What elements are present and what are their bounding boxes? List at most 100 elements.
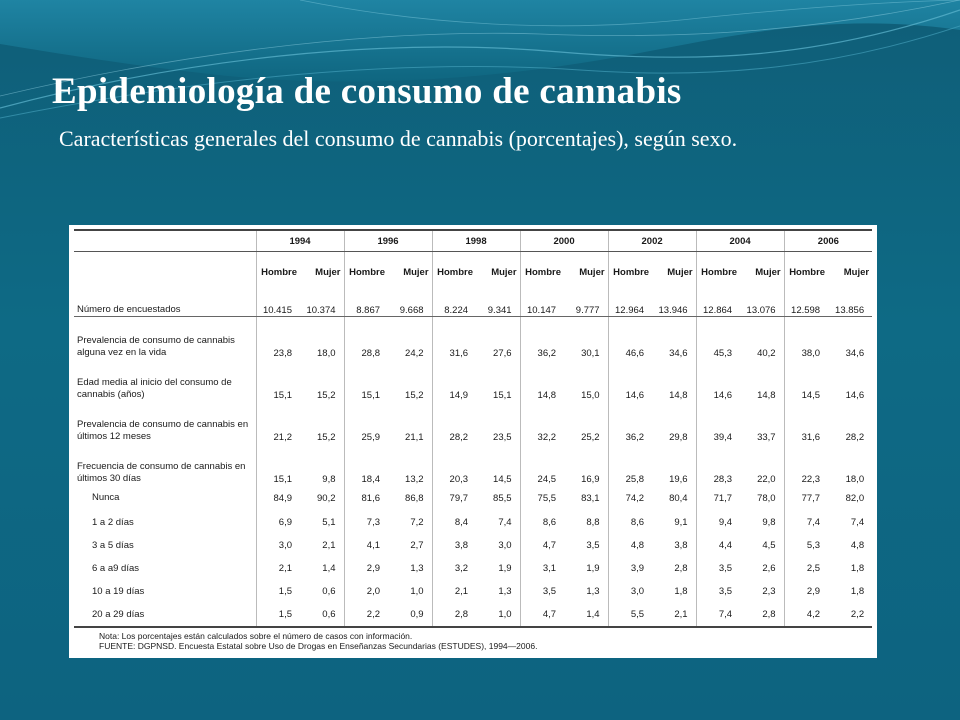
table-cell: 1,4: [564, 603, 609, 628]
table-cell: 1,4: [322, 563, 336, 574]
table-cell: 1,5: [255, 603, 300, 628]
table-cell: 7,4: [498, 517, 512, 528]
table-cell: 2,1: [431, 580, 477, 603]
table-cell: 75,5: [519, 485, 565, 511]
table-cell: 5,1: [322, 517, 336, 528]
table-cell: 3,2: [431, 557, 477, 580]
table-cell: 25,2: [581, 432, 600, 443]
table-cell: 0,9: [388, 603, 433, 628]
table-cell: 7,3: [343, 511, 389, 534]
year-header-row: 1994 1996 1998 2000 2002 2004 2006: [74, 229, 873, 252]
table-cell: 2,8: [431, 603, 477, 628]
table-cell: 79,7: [431, 485, 477, 511]
sex-header: Mujer: [403, 266, 429, 278]
row-label: 6 a a9 días: [92, 562, 140, 574]
table-cell: 2,0: [343, 580, 389, 603]
sex-header: Hombre: [783, 251, 829, 292]
table-cell: 2,2: [343, 603, 389, 628]
table-cell: 38,0: [783, 316, 829, 359]
table-row: Prevalencia de consumo de cannabis en úl…: [74, 401, 872, 443]
sex-header-row: Hombre Mujer Hombre Mujer Hombre Mujer H…: [74, 251, 872, 292]
table-cell: 7,4: [783, 511, 829, 534]
row-label: Prevalencia de consumo de cannabis algun…: [77, 335, 235, 358]
table-cell: 2,3: [762, 586, 776, 597]
table-cell: 85,5: [493, 492, 512, 504]
table-cell: 25,9: [343, 401, 389, 443]
table-cell: 3,9: [607, 557, 653, 580]
table-cell: 2,2: [828, 603, 873, 628]
table-row: 20 a 29 días 1,5 0,6 2,2 0,9 2,8 1,0 4,7 1,4 5,5 2…: [74, 603, 873, 628]
table-cell: 28,2: [431, 401, 477, 443]
table-cell: 71,7: [695, 485, 741, 511]
table-cell: 40,2: [757, 348, 776, 359]
table-cell: 1,8: [850, 586, 865, 597]
table-cell: 33,7: [757, 432, 776, 443]
table-cell: 15,2: [405, 390, 424, 401]
row-label: 20 a 29 días: [74, 603, 256, 628]
sex-header: Mujer: [315, 266, 341, 278]
table-cell: 4,1: [343, 534, 389, 557]
table-cell: 19,6: [669, 474, 688, 485]
table-cell: 28,8: [343, 316, 389, 359]
sex-header: Mujer: [755, 266, 781, 278]
year-header: 1996: [343, 229, 433, 252]
table-cell: 36,2: [607, 401, 653, 443]
table-cell: 9.341: [476, 292, 521, 317]
table-cell: 4,5: [762, 540, 776, 551]
table-cell: 10.147: [519, 292, 565, 317]
table-cell: 1,9: [498, 563, 512, 574]
row-label: Frecuencia de consumo de cannabis en últ…: [77, 461, 246, 484]
footnote-note: Nota: Los porcentajes están calculados s…: [99, 631, 413, 641]
table-cell: 90,2: [317, 492, 336, 504]
year-header: 2006: [783, 229, 873, 252]
table-cell: 45,3: [695, 316, 741, 359]
table-cell: 2,1: [322, 540, 336, 551]
table-cell: 10.415: [255, 292, 300, 317]
row-label: Edad media al inicio del consumo de cann…: [77, 377, 232, 400]
table-cell: 1,8: [674, 586, 688, 597]
table-cell: 4,4: [695, 534, 741, 557]
table-cell: 14,5: [493, 474, 512, 485]
table-cell: 1,3: [586, 586, 600, 597]
table-cell: 20,3: [431, 443, 477, 485]
table-cell: 14,8: [757, 390, 776, 401]
table-cell: 9.668: [388, 292, 433, 317]
sex-header: Mujer: [667, 266, 693, 278]
table-cell: 34,6: [669, 348, 688, 359]
table-cell: 23,8: [255, 316, 300, 359]
table-cell: 8,6: [519, 511, 565, 534]
table-cell: 31,6: [431, 316, 477, 359]
table-cell: 6,9: [255, 511, 300, 534]
table-cell: 4,7: [519, 603, 565, 628]
table-cell: 81,6: [343, 485, 389, 511]
table-cell: 9,1: [674, 517, 688, 528]
decorative-wave: [0, 0, 960, 119]
year-header: 2000: [519, 229, 609, 252]
table-cell: 3,5: [519, 580, 565, 603]
table-cell: 78,0: [757, 492, 776, 504]
table-cell: 8,8: [586, 517, 600, 528]
sex-header: Mujer: [579, 266, 605, 278]
table-cell: 14,8: [669, 390, 688, 401]
table-cell: 3,8: [431, 534, 477, 557]
sex-header: Hombre: [519, 251, 565, 292]
table-cell: 3,0: [498, 540, 512, 551]
row-label: 3 a 5 días: [92, 539, 134, 551]
table-row: Número de encuestados 10.415 10.374 8.867 9.…: [74, 292, 873, 317]
corner-cell: [74, 229, 256, 252]
table-cell: 77,7: [783, 485, 829, 511]
sex-header: Hombre: [695, 251, 741, 292]
table-cell: 18,4: [343, 443, 389, 485]
table-cell: 82,0: [845, 492, 865, 504]
table-cell: 4,2: [783, 603, 829, 628]
table-cell: 13.856: [828, 292, 873, 317]
row-label: 10 a 19 días: [92, 585, 145, 597]
table-cell: 1,0: [476, 603, 521, 628]
table-cell: 1,9: [586, 563, 600, 574]
table-cell: 2,7: [410, 540, 424, 551]
table-cell: 8,6: [607, 511, 653, 534]
table-cell: 15,1: [493, 390, 512, 401]
table-cell: 7,4: [695, 603, 741, 628]
sex-header: Mujer: [491, 266, 517, 278]
table-cell: 23,5: [493, 432, 512, 443]
